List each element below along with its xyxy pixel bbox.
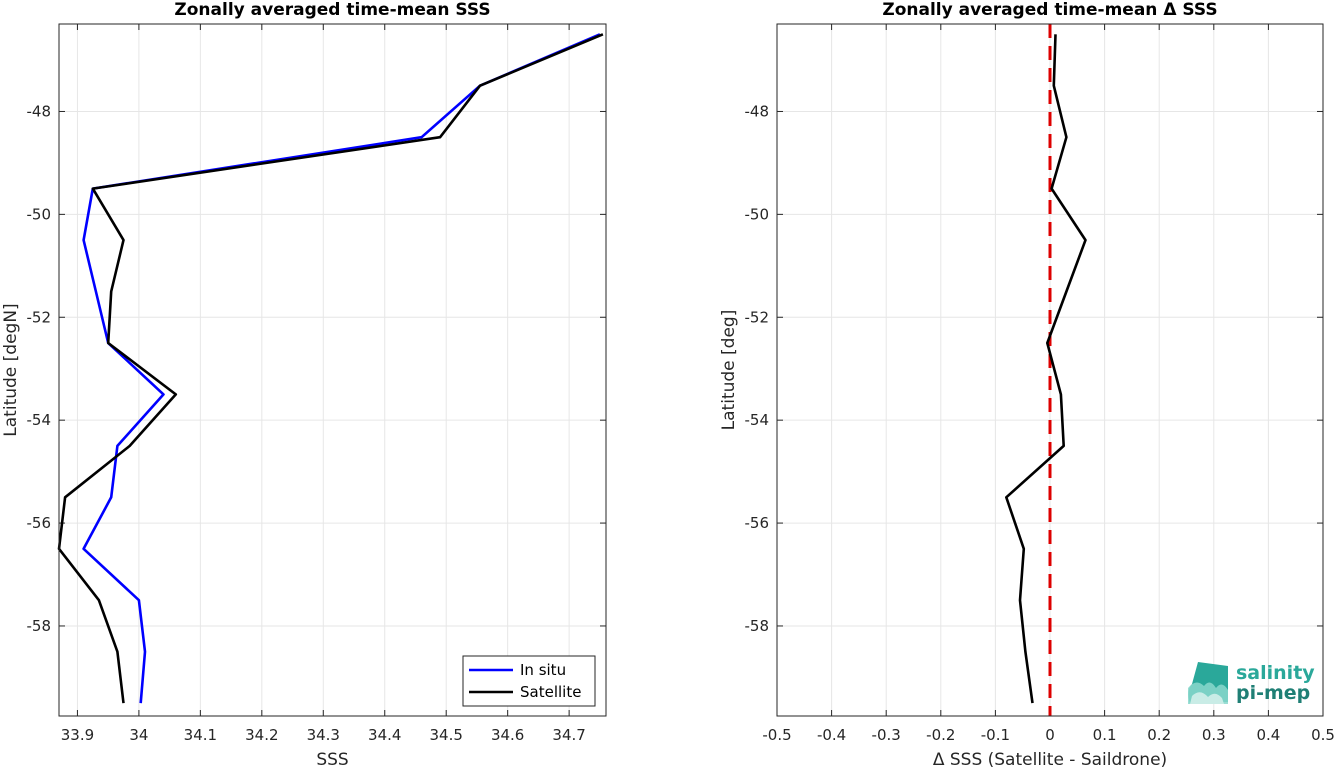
y-tick-label-5: -48 [27, 102, 52, 120]
y-tick-label-1: -56 [27, 514, 52, 532]
x-tick-label-3: -0.2 [926, 726, 955, 744]
x-tick-label-0: 33.9 [61, 726, 94, 744]
axes-box [58, 23, 607, 717]
x-tick-label-8: 0.3 [1202, 726, 1226, 744]
legend-box [462, 655, 596, 707]
x-tick-label-6: 34.5 [429, 726, 462, 744]
legend-label-1: Satellite [520, 683, 581, 701]
x-tick-label-5: 0 [1045, 726, 1055, 744]
x-tick-label-4: -0.1 [981, 726, 1010, 744]
y-tick-label-2: -54 [27, 411, 52, 429]
x-axis-label: Δ SSS (Satellite - Saildrone) [933, 750, 1167, 769]
series-line-satellite [57, 33, 604, 704]
axes-box [776, 23, 1324, 717]
logo-wave-icon [1188, 662, 1228, 704]
y-tick-label-2: -54 [745, 411, 770, 429]
x-tick-label-1: 34 [129, 726, 148, 744]
left-panel-sss: 33.9 34 34.1 34.2 34.3 34.4 34.5 34.6 34.7 -58 -56… [1, 0, 607, 769]
chart-title: Zonally averaged time-mean SSS [174, 0, 490, 20]
x-axis-label: SSS [316, 750, 348, 769]
series-line-in-situ [82, 33, 601, 704]
salinity-pi-mep-logo: salinity pi-mep [1188, 662, 1315, 704]
y-tick-label-4: -50 [745, 205, 770, 223]
y-tick-label-5: -48 [745, 102, 770, 120]
x-tick-label-2: -0.3 [872, 726, 901, 744]
y-axis-label: Latitude [degN] [1, 303, 21, 436]
right-panel-delta-sss: -0.5 -0.4 -0.3 -0.2 -0.1 0 0.1 0.2 0.3 0.4 0.5 -58 -… [719, 0, 1335, 769]
y-axis-label: Latitude [deg] [719, 310, 739, 431]
logo-text-line1: salinity [1236, 662, 1315, 684]
plot-area [59, 24, 606, 716]
chart-title: Zonally averaged time-mean Δ SSS [882, 0, 1217, 20]
x-tick-label-10: 0.5 [1311, 726, 1335, 744]
y-tick-label-3: -52 [27, 308, 52, 326]
x-tick-label-4: 34.3 [307, 726, 340, 744]
x-tick-label-1: -0.4 [817, 726, 846, 744]
x-tick-label-8: 34.7 [552, 726, 585, 744]
x-tick-label-9: 0.4 [1256, 726, 1280, 744]
series-line-0 [1004, 34, 1087, 704]
x-tick-label-7: 34.6 [491, 726, 524, 744]
logo-text-line2: pi-mep [1236, 682, 1310, 704]
x-tick-label-6: 0.1 [1093, 726, 1117, 744]
y-tick-label-4: -50 [27, 205, 52, 223]
x-tick-label-2: 34.1 [184, 726, 217, 744]
legend-label-0: In situ [520, 661, 566, 679]
x-tick-label-3: 34.2 [245, 726, 278, 744]
y-tick-label-3: -52 [745, 308, 770, 326]
x-tick-label-7: 0.2 [1147, 726, 1171, 744]
x-tick-label-5: 34.4 [368, 726, 401, 744]
y-tick-label-0: -58 [27, 617, 52, 635]
x-tick-label-0: -0.5 [762, 726, 791, 744]
y-tick-label-0: -58 [745, 617, 770, 635]
y-tick-label-1: -56 [745, 514, 770, 532]
